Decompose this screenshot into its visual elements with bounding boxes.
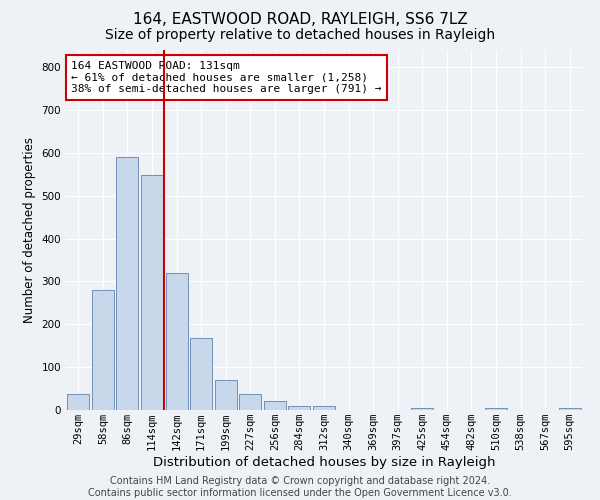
Bar — [485, 408, 507, 410]
Y-axis label: Number of detached properties: Number of detached properties — [23, 137, 36, 323]
Text: Contains HM Land Registry data © Crown copyright and database right 2024.
Contai: Contains HM Land Registry data © Crown c… — [88, 476, 512, 498]
Text: 164, EASTWOOD ROAD, RAYLEIGH, SS6 7LZ: 164, EASTWOOD ROAD, RAYLEIGH, SS6 7LZ — [133, 12, 467, 28]
Bar — [92, 290, 114, 410]
Bar — [264, 400, 286, 410]
Bar — [559, 408, 581, 410]
Bar — [141, 175, 163, 410]
Bar — [166, 273, 188, 410]
Bar — [67, 394, 89, 410]
X-axis label: Distribution of detached houses by size in Rayleigh: Distribution of detached houses by size … — [153, 456, 495, 469]
Bar — [239, 394, 262, 410]
Bar — [411, 408, 433, 410]
Text: Size of property relative to detached houses in Rayleigh: Size of property relative to detached ho… — [105, 28, 495, 42]
Bar — [289, 406, 310, 410]
Text: 164 EASTWOOD ROAD: 131sqm
← 61% of detached houses are smaller (1,258)
38% of se: 164 EASTWOOD ROAD: 131sqm ← 61% of detac… — [71, 61, 382, 94]
Bar — [116, 157, 139, 410]
Bar — [215, 380, 237, 410]
Bar — [313, 406, 335, 410]
Bar — [190, 338, 212, 410]
